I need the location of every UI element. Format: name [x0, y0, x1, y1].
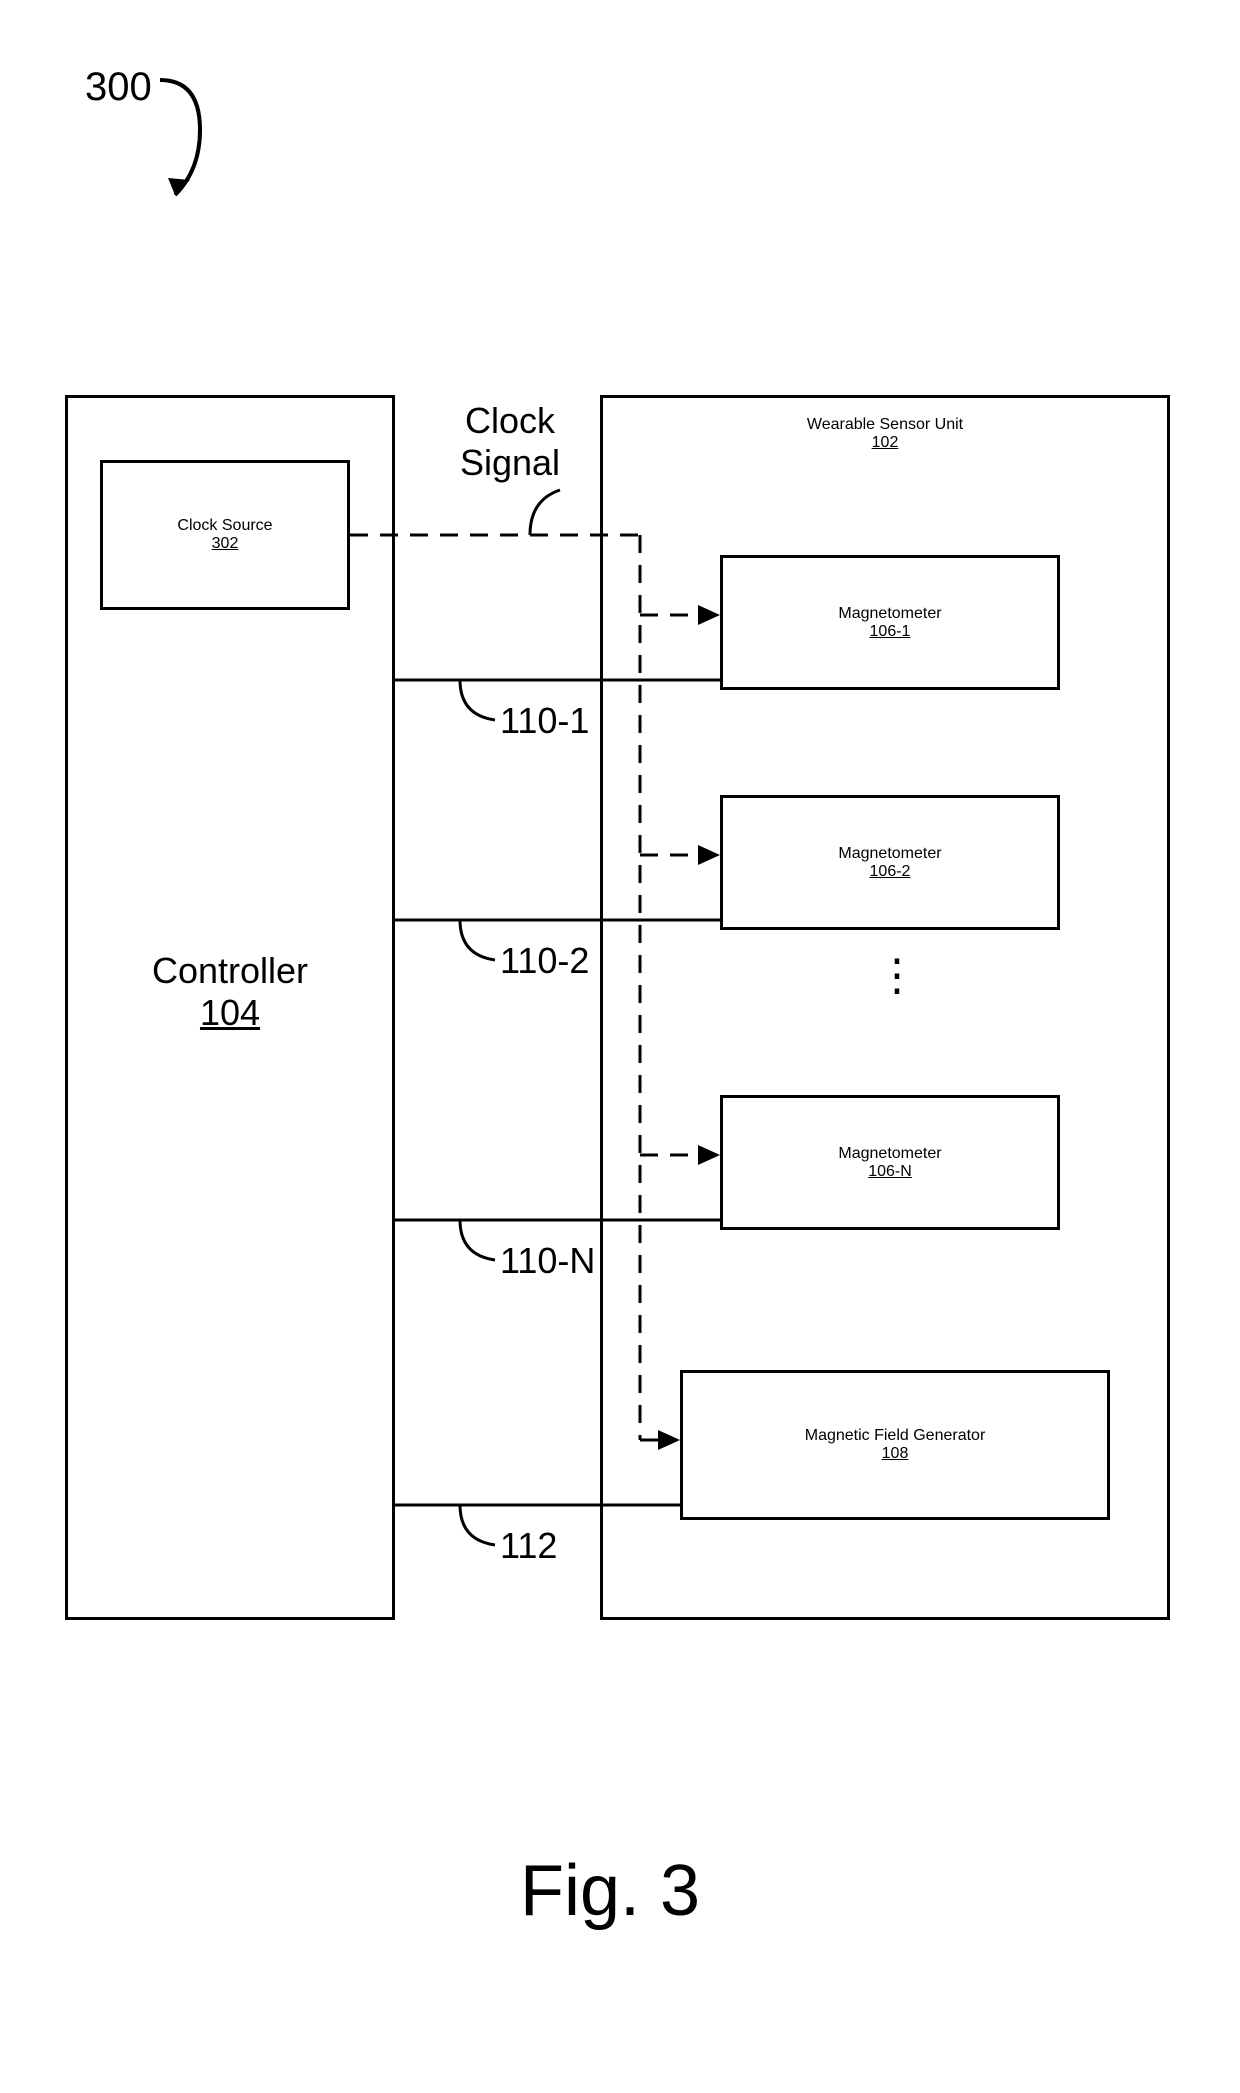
figure-label: Fig. 3	[520, 1850, 700, 1932]
wire-ref-1: 110-1	[500, 700, 589, 742]
wire-ref-2: 110-2	[500, 940, 589, 982]
wire-ref-n: 110-N	[500, 1240, 595, 1282]
wires-svg	[0, 0, 1240, 2093]
wire-ref-mfg: 112	[500, 1525, 557, 1567]
diagram-canvas: 300 Controller 104 Clock Source 302 Wear…	[0, 0, 1240, 2093]
